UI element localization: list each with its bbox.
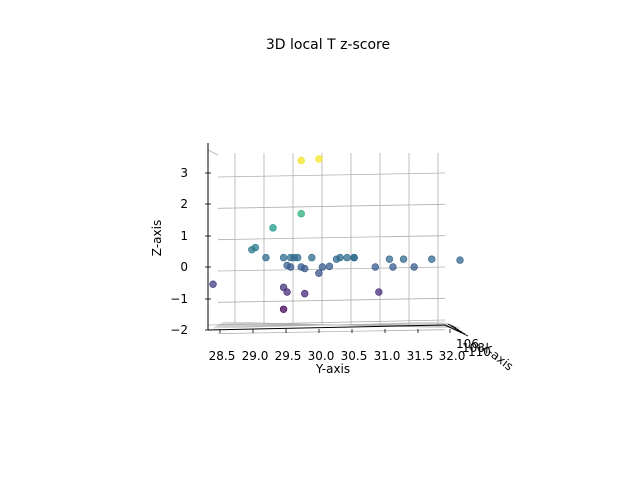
y-axis-label: Y-axis bbox=[315, 362, 350, 376]
x-axis-tick bbox=[459, 331, 469, 337]
z-tick-label: 3 bbox=[180, 166, 188, 180]
x-axis-tick bbox=[453, 327, 463, 333]
data-point bbox=[251, 243, 260, 252]
data-point bbox=[262, 253, 270, 262]
y-tick-label: 28.5 bbox=[209, 349, 236, 363]
x-axis-tick bbox=[456, 329, 466, 335]
z-tick-label: −1 bbox=[170, 292, 188, 306]
y-tick-label: 30.0 bbox=[308, 349, 335, 363]
y-tick-label: 31.0 bbox=[374, 349, 401, 363]
z-axis-label: Z-axis bbox=[150, 220, 164, 256]
data-point bbox=[283, 288, 291, 296]
x-axis-tick bbox=[447, 323, 457, 329]
grid-line-horizontal bbox=[217, 235, 446, 241]
data-point bbox=[336, 253, 344, 262]
chart-title: 3D local T z-score bbox=[266, 37, 390, 53]
y-tick-label: 31.5 bbox=[407, 349, 434, 363]
grid bbox=[207, 149, 461, 335]
grid-line-horizontal bbox=[217, 297, 446, 303]
x-tick-label: 106 bbox=[456, 337, 479, 351]
y-tick-label: 32.0 bbox=[439, 349, 466, 363]
grid-line-horizontal bbox=[217, 172, 446, 178]
z-tick-label: 2 bbox=[180, 197, 188, 211]
data-points bbox=[209, 155, 464, 313]
data-point bbox=[297, 210, 305, 218]
y-tick-labels: 28.5 29.0 29.5 30.0 30.5 31.0 31.5 32.0 bbox=[209, 329, 466, 363]
data-point bbox=[209, 280, 217, 288]
x-tick-label: 110 bbox=[468, 345, 491, 359]
data-point bbox=[456, 256, 464, 264]
data-point bbox=[279, 253, 288, 262]
data-point bbox=[301, 264, 309, 273]
y-axis-line bbox=[207, 324, 446, 331]
z-tick-label: 0 bbox=[180, 260, 188, 274]
data-point bbox=[308, 253, 316, 262]
data-point bbox=[318, 263, 327, 271]
x-tick-label: 108 bbox=[462, 341, 485, 355]
y-tick-label: 30.5 bbox=[341, 349, 368, 363]
data-point bbox=[269, 224, 277, 232]
data-point bbox=[315, 155, 323, 163]
data-point bbox=[399, 255, 408, 263]
data-point bbox=[315, 269, 323, 277]
data-point bbox=[385, 255, 394, 263]
z-tick-labels: −2 −1 0 1 2 3 bbox=[170, 166, 211, 337]
data-point bbox=[410, 263, 418, 271]
z-tick-label: −2 bbox=[170, 323, 188, 337]
data-point bbox=[375, 288, 383, 296]
z-tick-label: 1 bbox=[180, 229, 188, 243]
data-point bbox=[343, 253, 351, 262]
data-point bbox=[325, 262, 334, 271]
grid-line-horizontal bbox=[217, 329, 446, 335]
data-point bbox=[350, 253, 358, 262]
data-point bbox=[428, 255, 436, 263]
data-point bbox=[286, 263, 295, 271]
x-axis-tick bbox=[450, 325, 460, 331]
floor-grid-line bbox=[222, 321, 461, 329]
floor-edge bbox=[207, 319, 446, 326]
data-point bbox=[389, 263, 397, 271]
data-point bbox=[293, 253, 302, 262]
pane-edge bbox=[207, 149, 219, 156]
data-point bbox=[301, 289, 309, 298]
data-point bbox=[371, 263, 380, 271]
data-point bbox=[297, 156, 305, 165]
x-axis-line bbox=[444, 324, 463, 334]
y-tick-label: 29.5 bbox=[275, 349, 302, 363]
grid-line-horizontal bbox=[217, 203, 446, 209]
y-tick-label: 29.0 bbox=[242, 349, 269, 363]
data-point bbox=[279, 305, 288, 313]
